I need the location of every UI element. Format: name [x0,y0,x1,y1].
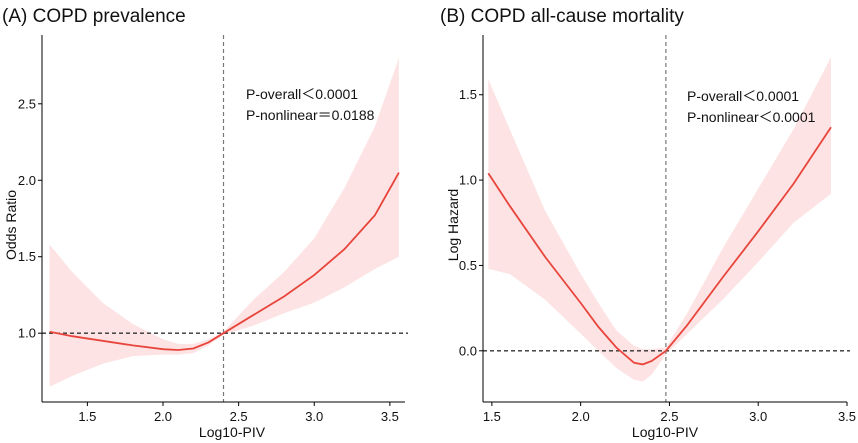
panel-b: (B) COPD all-cause mortality 1.5 2.0 2.5 3.… [440,6,856,440]
panel-a-x-label: Log10-PIV [199,424,266,440]
panel-b-title: (B) COPD all-cause mortality [440,6,684,27]
panel-a-x-ticks: 1.5 2.0 2.5 3.0 3.5 [78,402,399,424]
panel-b-estimate-curve [487,126,832,366]
panel-a-y-tick-label: 1.0 [18,326,36,341]
panel-b-y-tick-label: 1.5 [459,87,477,102]
panel-b-annotation-overall: P-overall＜0.0001 [687,88,799,104]
panel-b-y-tick-label: 0.0 [459,343,477,358]
panel-b-confidence-band [488,57,831,382]
panel-a-x-tick-label: 2.0 [154,409,172,424]
panel-a-x-tick-label: 3.5 [381,409,399,424]
panel-b-x-tick-label: 3.0 [749,409,767,424]
panel-b-x-tick-label: 2.5 [660,409,678,424]
panel-a-y-tick-label: 2.0 [18,173,36,188]
panel-a-annotation-overall: P-overall＜0.0001 [246,86,358,102]
panel-b-y-label: Log Hazard [445,189,461,261]
panel-b-x-tick-label: 1.5 [483,409,501,424]
panel-a-ci-band-group [49,57,399,387]
panel-a-x-tick-label: 1.5 [78,409,96,424]
panel-b-y-ticks: 0.0 0.5 1.0 1.5 [459,87,483,358]
panel-b-annotation-nonlinear: P-nonlinear＜0.0001 [687,109,816,125]
panel-a-curve-group [49,172,400,351]
panel-b-y-tick-label: 1.0 [459,173,477,188]
panel-a-y-ticks: 1.0 1.5 2.0 2.5 [18,96,42,341]
panel-b-x-tick-label: 3.5 [838,409,856,424]
panel-a-annotation-nonlinear: P-nonlinear＝0.0188 [246,107,375,123]
panel-a-axes [41,35,405,403]
panel-a-y-tick-label: 1.5 [18,249,36,264]
panel-b-axes [482,35,847,403]
panel-a-confidence-band [49,57,399,387]
panel-a-estimate-curve [49,172,400,351]
panel-a-title: (A) COPD prevalence [2,6,186,27]
panel-a-y-label: Odds Ratio [3,190,19,260]
panel-b-curve-group [487,126,832,366]
panel-b-x-label: Log10-PIV [632,424,699,440]
panel-b-x-ticks: 1.5 2.0 2.5 3.0 3.5 [483,402,856,424]
panel-a-x-tick-label: 3.0 [305,409,323,424]
panel-b-x-tick-label: 2.0 [572,409,590,424]
panel-a-y-tick-label: 2.5 [18,96,36,111]
panel-a-x-tick-label: 2.5 [230,409,248,424]
panel-b-y-tick-label: 0.5 [459,258,477,273]
panel-a: (A) COPD prevalence 1.5 2.0 2.5 3.0 3.5 1.01… [2,6,408,440]
panel-b-ci-band-group [488,57,831,382]
